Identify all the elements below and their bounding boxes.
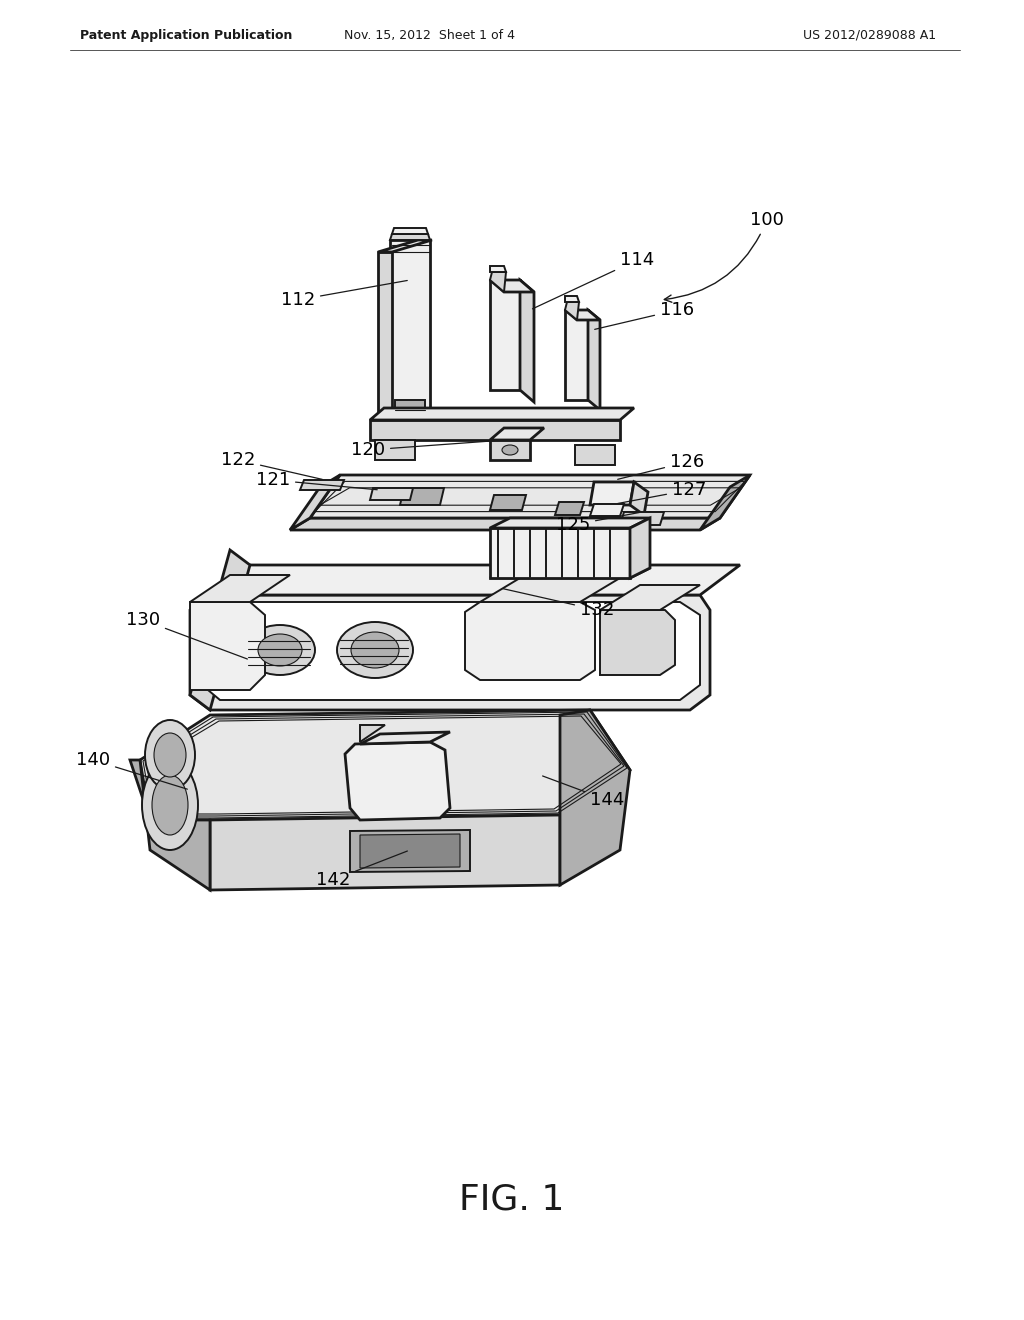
Polygon shape — [490, 517, 650, 528]
Text: 114: 114 — [532, 251, 654, 309]
Polygon shape — [392, 228, 428, 234]
Text: 122: 122 — [220, 451, 323, 479]
Polygon shape — [560, 710, 630, 884]
Polygon shape — [375, 440, 415, 459]
Text: 130: 130 — [126, 611, 248, 659]
Polygon shape — [370, 420, 620, 440]
Polygon shape — [290, 475, 340, 531]
Text: 125: 125 — [556, 512, 639, 535]
Polygon shape — [210, 565, 740, 595]
Polygon shape — [210, 814, 560, 890]
Polygon shape — [360, 733, 450, 744]
Polygon shape — [700, 475, 750, 531]
Text: 120: 120 — [351, 440, 502, 459]
Text: 121: 121 — [256, 471, 377, 490]
Polygon shape — [565, 310, 588, 400]
Polygon shape — [350, 830, 470, 873]
Polygon shape — [490, 272, 506, 292]
Polygon shape — [490, 267, 506, 272]
Polygon shape — [360, 725, 385, 742]
Ellipse shape — [152, 775, 188, 836]
Polygon shape — [310, 475, 750, 517]
Text: 126: 126 — [617, 453, 705, 479]
Polygon shape — [345, 742, 450, 820]
Text: 132: 132 — [503, 589, 614, 619]
Polygon shape — [202, 602, 700, 700]
Ellipse shape — [142, 760, 198, 850]
Polygon shape — [490, 280, 520, 389]
Polygon shape — [390, 234, 430, 240]
Polygon shape — [490, 280, 534, 292]
Polygon shape — [590, 482, 634, 506]
Polygon shape — [290, 517, 720, 531]
Text: 127: 127 — [617, 480, 707, 503]
Polygon shape — [490, 440, 530, 459]
Polygon shape — [565, 296, 579, 302]
Polygon shape — [390, 240, 430, 420]
Text: 140: 140 — [76, 751, 187, 789]
Polygon shape — [480, 578, 620, 602]
Ellipse shape — [351, 632, 399, 668]
Text: 100: 100 — [665, 211, 784, 302]
Polygon shape — [190, 576, 290, 602]
Text: 142: 142 — [315, 851, 408, 888]
Polygon shape — [140, 710, 630, 820]
Polygon shape — [490, 495, 526, 510]
Ellipse shape — [145, 719, 195, 789]
Polygon shape — [190, 550, 250, 710]
Polygon shape — [465, 602, 595, 680]
Polygon shape — [360, 834, 460, 869]
Polygon shape — [190, 595, 710, 710]
Text: FIG. 1: FIG. 1 — [460, 1183, 564, 1217]
Polygon shape — [565, 302, 579, 319]
Polygon shape — [378, 252, 392, 432]
Text: 112: 112 — [281, 280, 408, 309]
Polygon shape — [600, 610, 675, 675]
Polygon shape — [590, 504, 624, 516]
Polygon shape — [378, 240, 432, 252]
Polygon shape — [400, 488, 444, 506]
Polygon shape — [600, 585, 700, 610]
Text: 116: 116 — [595, 301, 694, 330]
Polygon shape — [630, 517, 650, 578]
Polygon shape — [130, 760, 210, 890]
Polygon shape — [190, 602, 265, 690]
Ellipse shape — [245, 624, 315, 675]
Polygon shape — [630, 482, 648, 515]
Text: US 2012/0289088 A1: US 2012/0289088 A1 — [804, 29, 937, 41]
Polygon shape — [575, 445, 615, 465]
Polygon shape — [370, 488, 413, 500]
Polygon shape — [300, 480, 344, 490]
Polygon shape — [620, 512, 664, 525]
Polygon shape — [520, 280, 534, 403]
Polygon shape — [588, 310, 600, 411]
Ellipse shape — [258, 634, 302, 667]
Text: 144: 144 — [543, 776, 625, 809]
Polygon shape — [490, 528, 630, 578]
Text: Nov. 15, 2012  Sheet 1 of 4: Nov. 15, 2012 Sheet 1 of 4 — [344, 29, 515, 41]
Ellipse shape — [337, 622, 413, 678]
Polygon shape — [395, 400, 425, 420]
Polygon shape — [555, 502, 584, 515]
Ellipse shape — [154, 733, 186, 777]
Polygon shape — [490, 568, 650, 578]
Polygon shape — [490, 428, 544, 440]
Polygon shape — [370, 408, 634, 420]
Text: Patent Application Publication: Patent Application Publication — [80, 29, 293, 41]
Ellipse shape — [502, 445, 518, 455]
Polygon shape — [565, 310, 600, 319]
